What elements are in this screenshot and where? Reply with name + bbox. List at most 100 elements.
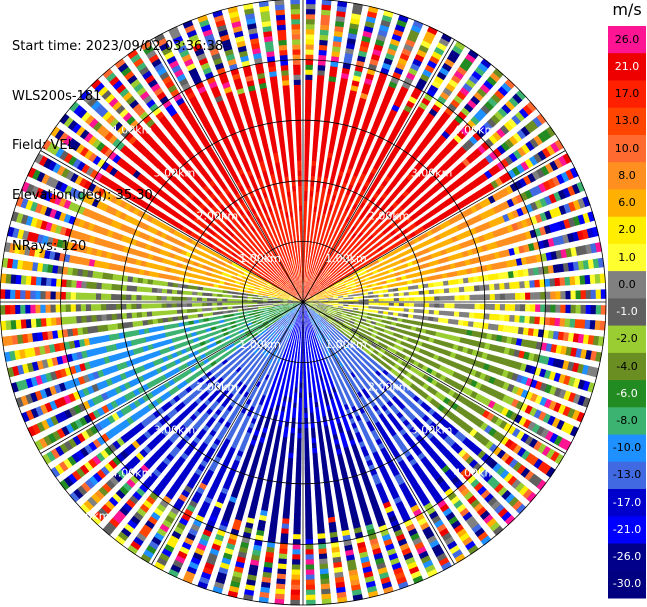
range-gate [387, 316, 393, 320]
range-gate [321, 309, 327, 313]
range-gate [275, 404, 280, 411]
range-gate [384, 274, 391, 279]
range-gate [447, 438, 456, 448]
range-gate [132, 425, 141, 434]
range-gate [500, 469, 510, 480]
range-gate [421, 498, 431, 507]
range-gate [405, 495, 415, 504]
range-gate [274, 327, 280, 332]
range-gate [150, 453, 160, 463]
range-gate [444, 126, 454, 136]
range-gate [296, 311, 299, 317]
range-gate [277, 425, 282, 432]
range-gate [415, 513, 425, 522]
range-gate [418, 309, 425, 314]
range-gate [490, 355, 498, 363]
range-gate [266, 412, 272, 420]
range-gate [340, 383, 346, 390]
range-gate [305, 94, 312, 101]
range-gate [340, 524, 349, 532]
range-gate [467, 119, 477, 129]
range-gate [285, 310, 291, 314]
range-gate [584, 319, 591, 330]
range-gate [353, 248, 360, 255]
range-gate [317, 523, 325, 530]
range-gate [268, 531, 277, 539]
range-gate [301, 312, 303, 318]
ray [303, 153, 572, 302]
range-gate [362, 146, 370, 154]
range-gate [319, 29, 329, 36]
range-gate [325, 435, 331, 442]
range-gate [529, 316, 536, 324]
range-gate [334, 412, 340, 420]
range-gate [327, 265, 332, 271]
range-gate [293, 519, 301, 525]
range-gate [300, 352, 303, 358]
range-gate [283, 508, 290, 515]
range-gate [490, 241, 498, 249]
range-gate [263, 322, 269, 327]
range-gate [388, 298, 395, 302]
range-gate [158, 417, 167, 426]
range-gate [352, 335, 358, 341]
range-gate [323, 234, 328, 241]
range-gate [427, 568, 438, 578]
range-gate [515, 194, 524, 204]
ray [303, 302, 516, 526]
range-gate [411, 279, 418, 284]
range-gate [278, 363, 283, 370]
range-gate [298, 402, 302, 409]
range-gate [544, 317, 551, 326]
range-gate [496, 161, 506, 171]
range-gate [502, 200, 510, 210]
range-gate [319, 313, 325, 317]
range-gate [562, 262, 570, 272]
range-gate [217, 377, 224, 384]
range-gate [286, 350, 290, 356]
range-gate [367, 241, 374, 248]
range-gate [323, 223, 328, 230]
range-gate [365, 319, 372, 324]
range-gate [344, 363, 350, 370]
range-gate [290, 589, 300, 596]
range-gate [438, 310, 445, 316]
range-gate [308, 392, 313, 399]
range-gate [486, 353, 494, 361]
range-gate [185, 462, 194, 471]
range-gate [492, 402, 501, 412]
range-gate [359, 350, 366, 356]
range-gate [313, 206, 318, 213]
range-gate [405, 325, 412, 330]
range-gate [346, 255, 352, 261]
range-gate [315, 406, 320, 413]
range-gate [352, 310, 359, 314]
range-gate [303, 307, 304, 313]
range-gate [367, 370, 374, 377]
range-gate [329, 324, 335, 329]
range-gate [282, 518, 290, 525]
range-gate [357, 272, 364, 277]
range-gate [332, 262, 337, 268]
range-gate [115, 489, 126, 500]
range-gate [469, 193, 478, 202]
range-gate [317, 259, 322, 265]
range-gate [330, 343, 336, 349]
ray [303, 40, 466, 302]
range-gate [290, 325, 294, 331]
range-gate [344, 109, 353, 117]
range-gate [364, 231, 371, 238]
range-gate [351, 214, 358, 221]
range-gate [317, 306, 323, 310]
range-gate [287, 311, 292, 316]
range-gate [341, 347, 347, 353]
range-gate [397, 313, 404, 317]
range-gate [311, 437, 317, 444]
range-gate [428, 309, 435, 315]
range-gate [410, 570, 422, 580]
range-gate [437, 95, 447, 105]
range-gate [338, 302, 344, 304]
range-gate [514, 304, 521, 312]
range-gate [311, 351, 315, 358]
range-gate [279, 310, 285, 314]
